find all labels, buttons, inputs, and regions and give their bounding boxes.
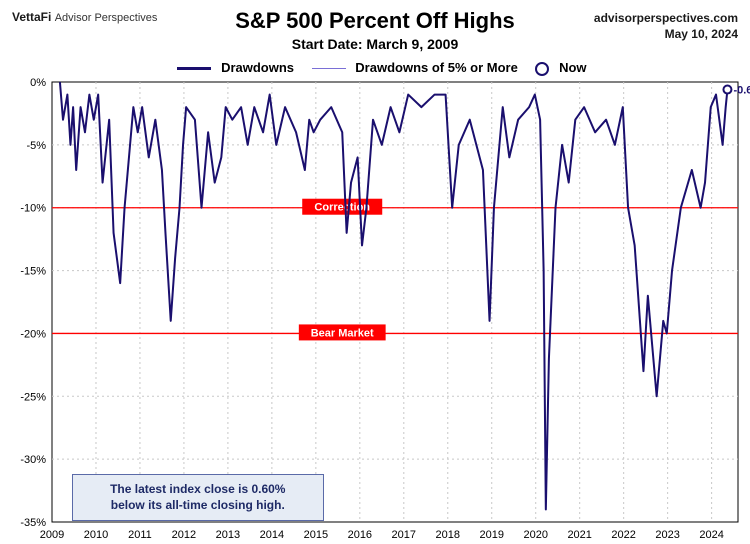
- svg-text:-35%: -35%: [20, 517, 46, 529]
- now-marker: [723, 86, 731, 94]
- svg-text:-30%: -30%: [20, 454, 46, 466]
- svg-text:-5%: -5%: [26, 140, 46, 152]
- svg-text:2012: 2012: [172, 529, 196, 541]
- svg-text:2016: 2016: [348, 529, 372, 541]
- svg-text:2015: 2015: [304, 529, 328, 541]
- svg-text:2022: 2022: [611, 529, 635, 541]
- svg-text:-10%: -10%: [20, 203, 46, 215]
- svg-text:-25%: -25%: [20, 391, 46, 403]
- footnote-box: The latest index close is 0.60%below its…: [72, 474, 324, 520]
- svg-text:-20%: -20%: [20, 328, 46, 340]
- svg-text:2018: 2018: [436, 529, 460, 541]
- svg-text:2024: 2024: [699, 529, 723, 541]
- svg-text:2009: 2009: [40, 529, 64, 541]
- svg-text:-15%: -15%: [20, 266, 46, 278]
- svg-text:2011: 2011: [128, 529, 152, 541]
- svg-text:2013: 2013: [216, 529, 240, 541]
- now-value-label: -0.60%: [733, 85, 750, 97]
- svg-text:2010: 2010: [84, 529, 108, 541]
- chart-figure: { "brand": { "strong": "VettaFi", "light…: [0, 0, 750, 544]
- svg-text:Bear Market: Bear Market: [311, 327, 374, 339]
- svg-text:0%: 0%: [30, 77, 46, 89]
- svg-text:2021: 2021: [567, 529, 591, 541]
- svg-text:2023: 2023: [655, 529, 679, 541]
- svg-text:2014: 2014: [260, 529, 284, 541]
- svg-text:2017: 2017: [392, 529, 416, 541]
- svg-text:2020: 2020: [523, 529, 547, 541]
- chart-svg: 0% -5% -10% -15% -20% -25% -30% -35%2009 2010 201…: [0, 0, 750, 544]
- svg-text:Correction: Correction: [314, 202, 370, 214]
- svg-text:2019: 2019: [480, 529, 504, 541]
